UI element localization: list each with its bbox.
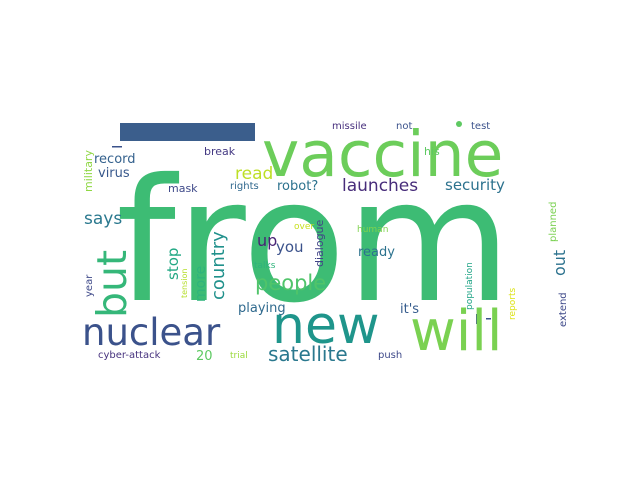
word-will: will: [410, 299, 502, 364]
word-talks: talks: [254, 261, 276, 271]
word-extend: extend: [558, 292, 569, 327]
word-virus: virus: [98, 166, 130, 181]
word-robot: robot?: [277, 179, 318, 194]
tick-mark-dash: [486, 318, 491, 320]
word-from: from: [116, 143, 512, 341]
word-stop: stop: [164, 248, 182, 280]
word-his: his: [424, 145, 440, 158]
word-year: year: [84, 274, 95, 297]
word-tension: tension: [180, 269, 189, 298]
bar-mark: [120, 123, 255, 141]
cloud-marks: [112, 121, 491, 324]
dot-mark: [456, 121, 462, 127]
word-nuclear: nuclear: [82, 311, 221, 354]
word-it-s: it's: [400, 302, 419, 317]
word-human: human: [357, 225, 388, 235]
word-people: people: [255, 271, 326, 295]
word-says: says: [84, 209, 122, 229]
word-cyber-attack: cyber-attack: [98, 350, 161, 361]
word-planned: planned: [548, 202, 559, 242]
word-20: 20: [196, 349, 213, 364]
word-over: over: [294, 222, 314, 232]
word-up: up: [257, 231, 277, 250]
word-push: push: [378, 350, 402, 361]
word-country: country: [208, 231, 229, 300]
word-trial: trial: [230, 351, 248, 361]
word-test: test: [471, 121, 490, 132]
word-record: record: [94, 152, 136, 167]
word-playing: playing: [238, 301, 286, 316]
dash-mark-top: [112, 146, 122, 148]
word-break: break: [204, 145, 236, 158]
word-missile: missile: [332, 121, 367, 132]
word-but: but: [88, 250, 136, 318]
tick-mark-pipe: [476, 314, 478, 324]
word-not: not: [396, 121, 412, 132]
word-population: population: [465, 262, 475, 310]
word-mask: mask: [168, 182, 198, 195]
word-security: security: [445, 176, 505, 194]
word-you: you: [276, 238, 304, 256]
word-new: new: [272, 296, 379, 356]
word-reports: reports: [508, 288, 518, 320]
word-read: read: [235, 164, 273, 184]
word-dialogue: dialogue: [313, 219, 326, 267]
word-vaccine: vaccine: [262, 118, 503, 191]
word-more: more: [193, 266, 209, 302]
word-ready: ready: [358, 245, 395, 260]
word-satellite: satellite: [268, 342, 348, 366]
word-launches: launches: [342, 176, 418, 196]
word-out: out: [550, 250, 569, 276]
word-rights: rights: [230, 181, 259, 192]
word-military: military: [82, 150, 95, 192]
